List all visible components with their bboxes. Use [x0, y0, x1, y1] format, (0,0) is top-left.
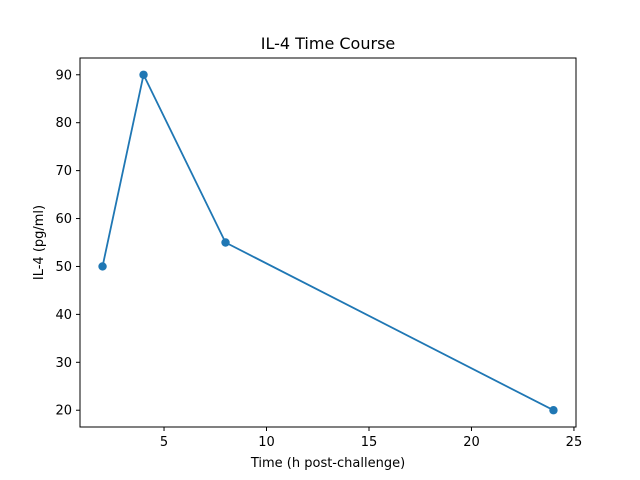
x-tick-label: 5 — [160, 435, 168, 450]
y-tick-label: 80 — [55, 116, 72, 131]
x-tick-label: 20 — [463, 435, 480, 450]
data-point — [549, 406, 558, 415]
y-axis-label: IL-4 (pg/ml) — [32, 205, 47, 280]
data-point — [98, 262, 107, 271]
x-tick-label: 15 — [361, 435, 378, 450]
y-tick-label: 40 — [55, 308, 72, 323]
x-axis: 5 10 15 20 25 — [160, 427, 582, 450]
y-tick-label: 70 — [55, 164, 72, 179]
x-tick-label: 10 — [258, 435, 275, 450]
plot-frame — [79, 57, 577, 428]
y-tick-label: 20 — [55, 404, 72, 419]
data-point — [221, 238, 230, 247]
y-tick-label: 50 — [55, 260, 72, 275]
x-axis-label: Time (h post-challenge) — [250, 456, 405, 471]
data-point — [139, 70, 148, 79]
chart-title: IL-4 Time Course — [261, 34, 396, 53]
y-tick-label: 60 — [55, 212, 72, 227]
y-axis: 20 30 40 50 60 70 80 90 — [55, 68, 80, 419]
series-line — [101, 73, 554, 412]
series-layer — [98, 70, 558, 415]
plot-area — [80, 58, 576, 427]
x-tick-label: 25 — [566, 435, 583, 450]
y-tick-label: 30 — [55, 356, 72, 371]
y-tick-label: 90 — [55, 68, 72, 83]
